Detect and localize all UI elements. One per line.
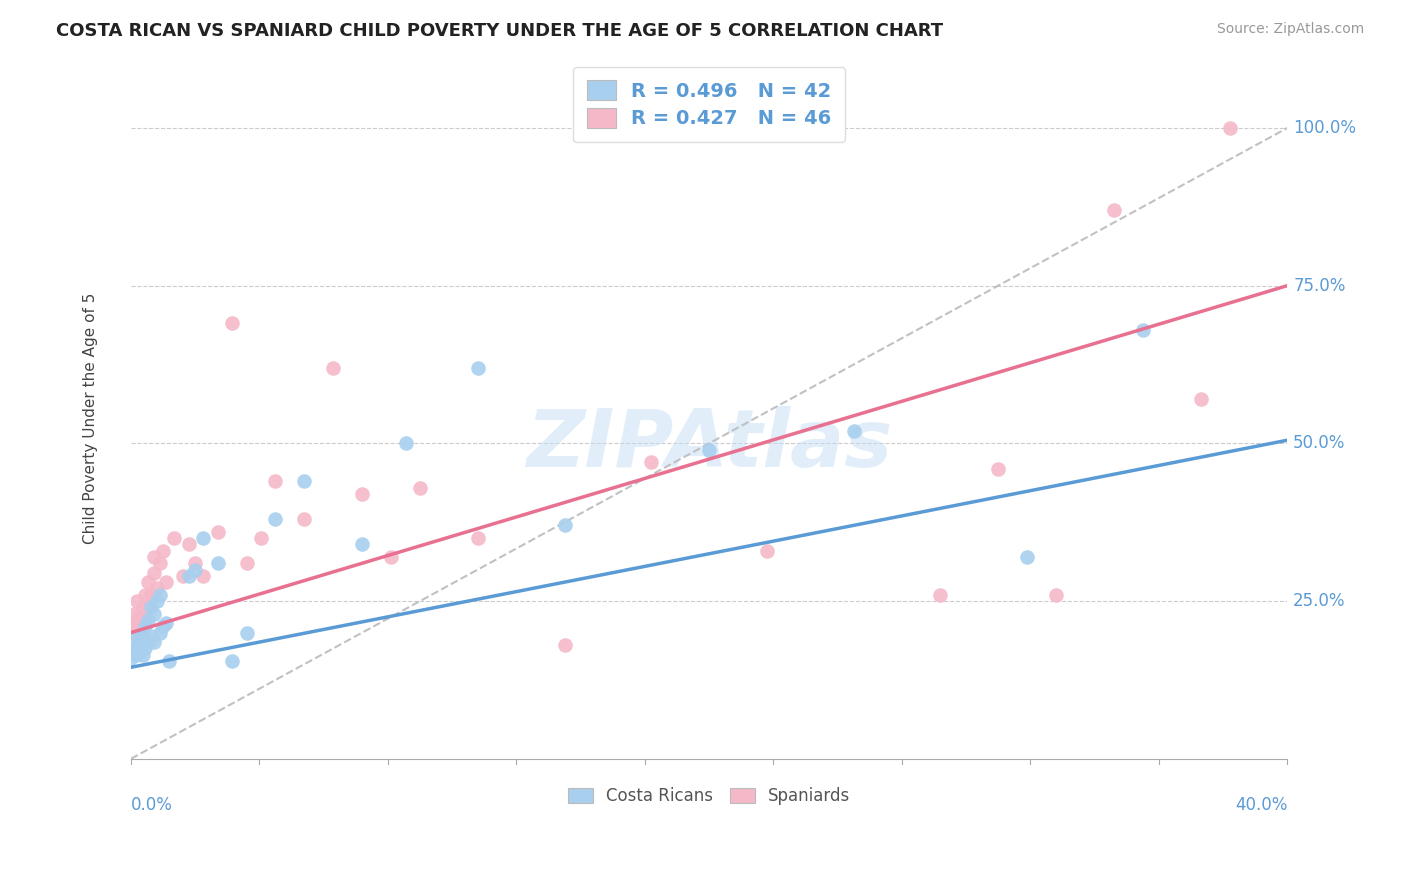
Point — [1219, 120, 1241, 135]
Point — [163, 531, 186, 545]
Point — [125, 629, 148, 643]
Point — [128, 641, 150, 656]
Point — [193, 531, 215, 545]
Point — [125, 638, 148, 652]
Point — [1045, 588, 1067, 602]
Point — [146, 594, 169, 608]
Text: 40.0%: 40.0% — [1234, 797, 1288, 814]
Point — [131, 600, 153, 615]
Point — [136, 613, 159, 627]
Point — [128, 632, 150, 646]
Point — [352, 487, 374, 501]
Point — [177, 537, 200, 551]
Point — [128, 644, 150, 658]
Point — [177, 569, 200, 583]
Point — [394, 436, 416, 450]
Point — [155, 575, 177, 590]
Point — [152, 619, 174, 633]
Point — [149, 556, 172, 570]
Point — [134, 613, 156, 627]
Point — [352, 537, 374, 551]
Point — [131, 648, 153, 662]
Text: Source: ZipAtlas.com: Source: ZipAtlas.com — [1216, 22, 1364, 37]
Text: 100.0%: 100.0% — [1294, 119, 1357, 136]
Point — [136, 600, 159, 615]
Point — [143, 566, 166, 580]
Point — [134, 641, 156, 656]
Text: 25.0%: 25.0% — [1294, 592, 1346, 610]
Point — [756, 543, 779, 558]
Point — [987, 461, 1010, 475]
Point — [193, 569, 215, 583]
Point — [697, 442, 720, 457]
Point — [929, 588, 952, 602]
Point — [131, 638, 153, 652]
Point — [235, 625, 257, 640]
Legend: Costa Ricans, Spaniards: Costa Ricans, Spaniards — [561, 780, 858, 812]
Point — [467, 360, 489, 375]
Point — [143, 607, 166, 621]
Point — [172, 569, 194, 583]
Point — [155, 616, 177, 631]
Point — [136, 635, 159, 649]
Point — [125, 629, 148, 643]
Point — [146, 582, 169, 596]
Point — [264, 512, 287, 526]
Point — [235, 556, 257, 570]
Point — [131, 625, 153, 640]
Point — [264, 474, 287, 488]
Point — [842, 424, 865, 438]
Text: COSTA RICAN VS SPANIARD CHILD POVERTY UNDER THE AGE OF 5 CORRELATION CHART: COSTA RICAN VS SPANIARD CHILD POVERTY UN… — [56, 22, 943, 40]
Point — [122, 644, 145, 658]
Text: 50.0%: 50.0% — [1294, 434, 1346, 452]
Point — [141, 588, 163, 602]
Point — [141, 629, 163, 643]
Point — [221, 654, 243, 668]
Point — [128, 623, 150, 637]
Point — [128, 610, 150, 624]
Text: ZIPAtlas: ZIPAtlas — [526, 407, 893, 484]
Point — [467, 531, 489, 545]
Point — [183, 556, 205, 570]
Point — [380, 549, 402, 564]
Point — [207, 556, 229, 570]
Point — [157, 654, 180, 668]
Point — [409, 481, 432, 495]
Point — [1102, 202, 1125, 217]
Point — [125, 648, 148, 662]
Point — [294, 512, 316, 526]
Point — [143, 549, 166, 564]
Point — [149, 588, 172, 602]
Point — [554, 638, 576, 652]
Point — [1132, 323, 1154, 337]
Text: Child Poverty Under the Age of 5: Child Poverty Under the Age of 5 — [83, 293, 98, 544]
Point — [125, 594, 148, 608]
Point — [554, 518, 576, 533]
Point — [122, 641, 145, 656]
Point — [149, 625, 172, 640]
Point — [122, 607, 145, 621]
Point — [1017, 549, 1039, 564]
Point — [1189, 392, 1212, 407]
Text: 75.0%: 75.0% — [1294, 277, 1346, 294]
Point — [131, 616, 153, 631]
Point — [322, 360, 344, 375]
Point — [134, 588, 156, 602]
Point — [120, 625, 142, 640]
Point — [143, 635, 166, 649]
Point — [294, 474, 316, 488]
Point — [640, 455, 662, 469]
Point — [250, 531, 273, 545]
Point — [152, 543, 174, 558]
Point — [183, 562, 205, 576]
Text: 0.0%: 0.0% — [131, 797, 173, 814]
Point — [141, 600, 163, 615]
Point — [134, 619, 156, 633]
Point — [221, 317, 243, 331]
Point — [207, 524, 229, 539]
Point — [122, 619, 145, 633]
Point — [125, 613, 148, 627]
Point — [136, 575, 159, 590]
Point — [120, 650, 142, 665]
